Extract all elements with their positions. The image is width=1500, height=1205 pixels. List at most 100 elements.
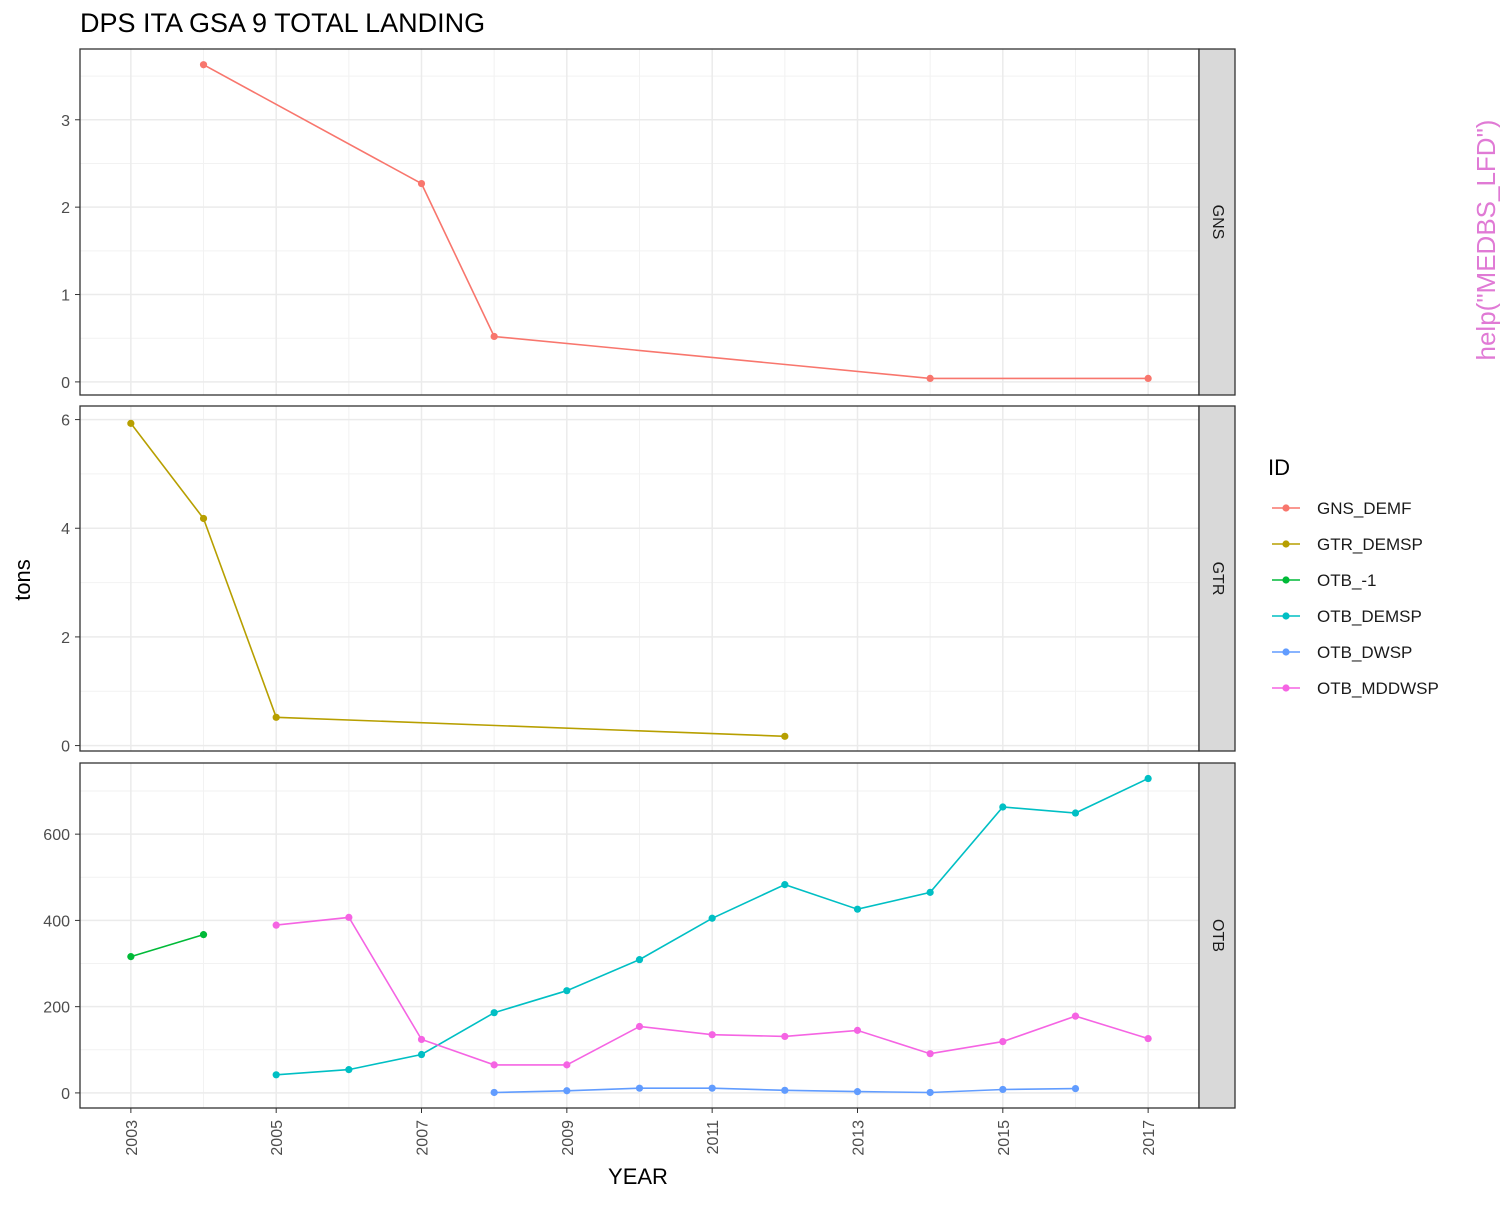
data-point <box>1071 1012 1080 1020</box>
data-point <box>926 888 934 896</box>
y-tick-label: 0 <box>61 739 70 756</box>
data-point <box>199 514 208 523</box>
data-point <box>781 881 789 889</box>
data-point <box>127 419 135 427</box>
data-point <box>853 1088 862 1096</box>
data-point <box>708 1084 716 1092</box>
data-point <box>1071 809 1080 817</box>
data-point <box>708 1031 716 1039</box>
data-point <box>490 1009 498 1017</box>
x-axis: 2003 2005 2007 2009 2011 2013 2015 2017 <box>124 1108 1158 1156</box>
legend-key-point <box>1282 504 1290 512</box>
facet-strip-label: OTB <box>1209 919 1226 952</box>
y-tick-label: 6 <box>61 413 70 430</box>
data-point <box>635 1084 644 1092</box>
data-point <box>417 1050 426 1059</box>
data-point <box>781 1086 789 1094</box>
legend-label: OTB_DEMSP <box>1317 607 1422 626</box>
watermark-text: help("MEDBS_LFD") <box>1471 120 1500 361</box>
x-tick-label: 2017 <box>1141 1120 1158 1156</box>
data-point <box>563 987 571 995</box>
data-point <box>417 1035 426 1044</box>
y-tick-label: 2 <box>61 630 70 647</box>
data-point <box>999 1085 1007 1094</box>
legend-item: GNS_DEMF <box>1272 499 1411 518</box>
data-point <box>635 956 644 964</box>
legend-key-point <box>1282 540 1290 548</box>
data-point <box>1144 1034 1152 1043</box>
legend-item: OTB_DEMSP <box>1272 607 1422 626</box>
legend-key-point <box>1282 648 1290 656</box>
data-point <box>781 732 789 740</box>
y-tick-label: 0 <box>61 1086 70 1103</box>
data-point <box>635 1022 644 1031</box>
data-point <box>999 803 1007 811</box>
y-axis-label: tons <box>10 559 35 601</box>
legend: ID GNS_DEMF GTR_DEMSP OTB_-1 OTB_DEMSP OTB_D… <box>1268 455 1439 698</box>
data-point <box>345 1066 353 1074</box>
legend-key-point <box>1282 684 1290 692</box>
data-point <box>1144 374 1152 382</box>
data-point <box>272 1071 280 1079</box>
data-point <box>926 1050 934 1058</box>
panel-otb: 0 200 400 600 OTB <box>43 762 1236 1109</box>
series-gns-demf <box>199 61 1152 382</box>
y-tick-label: 600 <box>43 827 70 844</box>
data-point <box>199 61 208 69</box>
x-tick-label: 2009 <box>560 1120 577 1156</box>
data-point <box>563 1061 571 1069</box>
legend-label: OTB_-1 <box>1317 571 1377 590</box>
y-tick-label: 0 <box>61 375 70 392</box>
x-axis-label: YEAR <box>608 1164 668 1189</box>
data-point <box>781 1032 789 1041</box>
data-point <box>708 914 716 922</box>
panel-gns: 0 1 2 3 GNS <box>61 48 1236 396</box>
x-tick-label: 2005 <box>269 1120 286 1156</box>
legend-label: GTR_DEMSP <box>1317 535 1423 554</box>
data-point <box>199 931 208 939</box>
data-point <box>490 1061 498 1069</box>
y-tick-label: 2 <box>61 200 70 217</box>
legend-key-point <box>1282 612 1290 620</box>
series-otb-1 <box>127 931 208 961</box>
data-point <box>926 1088 934 1097</box>
legend-item: OTB_MDDWSP <box>1272 679 1439 698</box>
legend-label: GNS_DEMF <box>1317 499 1411 518</box>
y-tick-label: 3 <box>61 113 70 130</box>
legend-label: OTB_MDDWSP <box>1317 679 1439 698</box>
facet-strip-label: GNS <box>1209 205 1226 240</box>
facet-panels: 0 1 2 3 GNS 0 2 4 6 GTR 0 200 400 600 OTB <box>43 48 1236 1109</box>
facet-strip <box>1198 762 1236 1109</box>
data-point <box>563 1087 571 1095</box>
series-line <box>130 933 204 958</box>
y-tick-label: 1 <box>61 288 70 305</box>
x-tick-label: 2011 <box>705 1120 722 1155</box>
x-tick-label: 2015 <box>996 1120 1013 1156</box>
data-point <box>853 905 862 913</box>
y-tick-label: 200 <box>43 1000 70 1017</box>
data-point <box>272 921 280 929</box>
legend-item: GTR_DEMSP <box>1272 535 1423 554</box>
chart-title: DPS ITA GSA 9 TOTAL LANDING <box>80 8 485 38</box>
data-point <box>490 332 498 341</box>
series-otb-dwsp <box>490 1084 1080 1097</box>
legend-item: OTB_DWSP <box>1272 643 1412 662</box>
data-point <box>926 374 934 382</box>
legend-item: OTB_-1 <box>1272 571 1377 590</box>
data-point <box>127 953 135 961</box>
data-point <box>999 1037 1007 1046</box>
legend-key-point <box>1282 576 1290 584</box>
data-point <box>490 1088 498 1097</box>
data-point <box>417 179 426 188</box>
facet-strip <box>1198 48 1236 396</box>
series-otb-demsp <box>272 774 1152 1079</box>
series-otb-mddwsp <box>272 913 1152 1069</box>
x-tick-label: 2007 <box>415 1120 432 1156</box>
panel-gtr: 0 2 4 6 GTR <box>61 405 1236 756</box>
legend-label: OTB_DWSP <box>1317 643 1412 662</box>
legend-title: ID <box>1268 455 1290 480</box>
facet-strip <box>1198 405 1236 752</box>
x-tick-label: 2003 <box>124 1120 141 1156</box>
series-line <box>130 422 785 738</box>
